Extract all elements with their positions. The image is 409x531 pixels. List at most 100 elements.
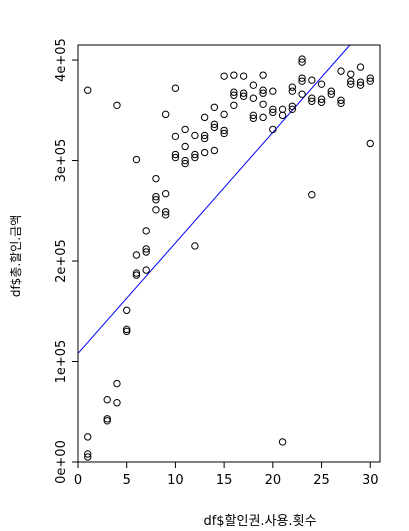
data-point [317, 95, 326, 103]
data-point [347, 80, 355, 88]
data-point [269, 105, 277, 114]
data-point [249, 111, 258, 120]
data-point [308, 191, 316, 199]
data-point [337, 99, 345, 107]
data-point [347, 77, 355, 85]
data-point [278, 438, 287, 446]
data-point [161, 190, 170, 198]
data-point [171, 132, 180, 141]
data-point [288, 105, 297, 114]
data-point [171, 150, 180, 159]
data-point [259, 113, 267, 122]
data-point [356, 63, 365, 71]
data-point [269, 125, 277, 134]
data-point [200, 148, 209, 157]
data-point [220, 126, 228, 135]
data-point [161, 110, 170, 119]
data-point [103, 415, 111, 423]
data-point [249, 114, 258, 123]
data-point [288, 102, 297, 110]
data-point [317, 80, 326, 88]
data-point [181, 125, 189, 134]
data-point [230, 101, 238, 109]
data-point [259, 86, 267, 94]
data-point [132, 271, 141, 279]
data-point [161, 211, 170, 219]
data-point [249, 94, 258, 102]
x-tick-label: 25 [313, 473, 330, 488]
data-point [259, 89, 267, 97]
x-tick-label: 5 [123, 473, 131, 488]
data-point [152, 196, 160, 204]
data-point [210, 146, 219, 155]
data-point [210, 123, 219, 132]
data-point [366, 139, 374, 148]
data-point [142, 266, 150, 274]
data-point [356, 78, 365, 86]
y-tick-label: 2e+05 [54, 239, 69, 283]
data-point [200, 134, 209, 143]
data-point [84, 433, 92, 441]
data-point [308, 76, 316, 84]
data-point [230, 71, 238, 79]
data-point [230, 88, 238, 96]
data-point [200, 113, 209, 122]
data-point [191, 242, 199, 250]
data-point [259, 71, 267, 79]
x-axis-title: df$할인권.사용.횟수 [203, 514, 316, 529]
data-point [210, 103, 219, 111]
x-tick-label: 10 [167, 473, 184, 488]
data-point [239, 92, 248, 100]
data-point [142, 245, 150, 253]
data-point [288, 83, 297, 91]
data-point [181, 156, 189, 165]
data-point [84, 450, 92, 458]
data-point [337, 96, 345, 104]
data-point [113, 379, 121, 388]
data-point [327, 87, 335, 95]
data-point [84, 86, 92, 94]
y-tick-label: 4e+05 [54, 38, 69, 82]
data-point [181, 142, 189, 151]
data-point [132, 251, 141, 259]
data-point [269, 108, 277, 117]
data-point [239, 72, 248, 80]
x-tick-label: 20 [265, 473, 282, 488]
data-point [191, 153, 199, 162]
data-point [210, 120, 219, 129]
data-point [152, 174, 160, 183]
data-point [308, 97, 316, 105]
data-point [298, 58, 306, 66]
data-point [132, 155, 141, 164]
data-point [152, 193, 160, 201]
data-points-layer [84, 55, 374, 461]
data-point [298, 55, 306, 63]
data-point [298, 74, 306, 82]
data-point [113, 101, 121, 109]
data-point [123, 327, 131, 336]
data-point [347, 70, 355, 78]
data-point [103, 396, 111, 404]
data-point [152, 206, 160, 214]
data-point [249, 81, 258, 89]
data-point [200, 131, 209, 140]
data-point [278, 111, 287, 120]
y-axis-title: df$총.할인.금액 [9, 215, 23, 297]
data-point [191, 150, 199, 159]
data-point [259, 100, 267, 108]
data-point [269, 87, 277, 95]
data-point [171, 84, 180, 92]
data-point [298, 90, 306, 98]
data-point [181, 159, 189, 168]
data-point [132, 269, 141, 277]
data-point [220, 72, 228, 80]
data-point [239, 89, 248, 97]
y-tick-label: 0e+00 [54, 440, 69, 484]
data-point [191, 131, 199, 140]
x-axis: 0 5 10 15 20 25 30 [74, 462, 379, 488]
data-point [142, 248, 150, 256]
y-axis: 0e+00 1e+05 2e+05 3e+05 4e+05 [54, 38, 78, 484]
data-point [366, 77, 374, 85]
